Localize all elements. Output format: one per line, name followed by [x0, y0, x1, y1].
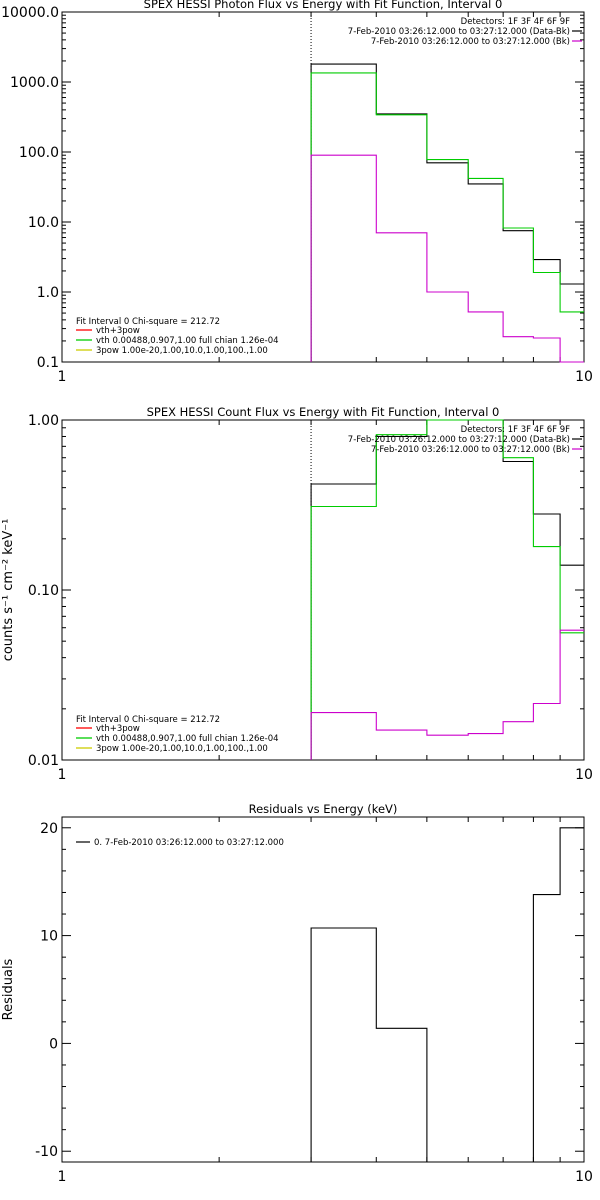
- y-tick-label: 10.0: [28, 215, 59, 231]
- header-line: 7-Feb-2010 03:26:12.000 to 03:27:12.000 …: [348, 27, 570, 37]
- y-tick-label: 1.00: [28, 413, 59, 429]
- series-vth-3pow: [310, 72, 584, 362]
- legend-label: 3pow 1.00e-20,1.00,10.0,1.00,100.,1.00: [96, 744, 268, 754]
- histogram-step-line: [310, 419, 584, 760]
- chart-panel-2: SPEX HESSI Count Flux vs Energy with Fit…: [1, 405, 593, 783]
- series-bk: [310, 629, 584, 760]
- series-vth-3pow: [310, 419, 584, 760]
- y-tick-label: 0.10: [28, 583, 59, 599]
- series-data-bk: [310, 419, 584, 760]
- histogram-step-line: [310, 827, 584, 1163]
- legend-label: 3pow 1.00e-20,1.00,10.0,1.00,100.,1.00: [96, 346, 268, 356]
- series-bk: [310, 154, 584, 363]
- histogram-step-line: [310, 72, 584, 362]
- legend-label: vth 0.00488,0.907,1.00 full chian 1.26e-…: [96, 336, 279, 346]
- y-tick-label: 0: [49, 1036, 58, 1052]
- header-line: 7-Feb-2010 03:26:12.000 to 03:27:12.000 …: [348, 435, 570, 445]
- legend-label: vth+3pow: [96, 326, 140, 336]
- y-tick-label: 1.0: [37, 285, 59, 301]
- series-0: [310, 827, 584, 1163]
- plot-frame: [61, 11, 585, 363]
- fit-info-title: Fit Interval 0 Chi-square = 212.72: [76, 317, 220, 327]
- histogram-step-line: [310, 629, 584, 760]
- y-tick-label: 0.01: [28, 753, 59, 769]
- header-line: Detectors: 1F 3F 4F 6F 9F: [461, 425, 570, 435]
- y-axis-label: counts s⁻¹ cm⁻² keV⁻¹: [1, 519, 16, 662]
- legend-label: vth 0.00488,0.907,1.00 full chian 1.26e-…: [96, 734, 279, 744]
- histogram-step-line: [310, 154, 584, 363]
- legend-label: 0. 7-Feb-2010 03:26:12.000 to 03:27:12.0…: [94, 838, 284, 848]
- x-tick-label: 10: [575, 767, 593, 783]
- fit-info-title: Fit Interval 0 Chi-square = 212.72: [76, 715, 220, 725]
- chart-panel-1: SPEX HESSI Photon Flux vs Energy with Fi…: [1, 0, 593, 385]
- chart-title: SPEX HESSI Photon Flux vs Energy with Fi…: [144, 0, 503, 11]
- x-tick-label: 10: [575, 369, 593, 385]
- header-line: 7-Feb-2010 03:26:12.000 to 03:27:12.000 …: [371, 445, 570, 455]
- x-tick-label: 1: [58, 1169, 67, 1185]
- legend-label: vth+3pow: [96, 724, 140, 734]
- header-line: 7-Feb-2010 03:26:12.000 to 03:27:12.000 …: [371, 37, 570, 47]
- histogram-step-line: [310, 419, 584, 760]
- x-tick-label: 1: [58, 767, 67, 783]
- series-data-bk: [310, 63, 584, 362]
- plot-frame: [61, 419, 585, 761]
- chart-panel-3: Residuals vs Energy (keV) -10 0 10 20 1 10 Resi…: [1, 802, 593, 1185]
- y-tick-label: -10: [35, 1144, 58, 1160]
- y-tick-label: 0.1: [37, 355, 59, 371]
- y-axis-label: Residuals: [1, 958, 16, 1020]
- y-tick-label: 10: [40, 929, 58, 945]
- y-tick-label: 10000.0: [1, 5, 59, 21]
- plot-frame: [61, 816, 585, 1163]
- chart-title: SPEX HESSI Count Flux vs Energy with Fit…: [147, 405, 500, 419]
- x-tick-label: 1: [58, 369, 67, 385]
- header-line: Detectors: 1F 3F 4F 6F 9F: [461, 17, 570, 27]
- chart-title: Residuals vs Energy (keV): [249, 802, 398, 816]
- histogram-step-line: [310, 63, 584, 362]
- y-tick-label: 100.0: [19, 145, 59, 161]
- x-tick-label: 10: [575, 1169, 593, 1185]
- y-tick-label: 20: [40, 821, 58, 837]
- y-tick-label: 1000.0: [10, 75, 59, 91]
